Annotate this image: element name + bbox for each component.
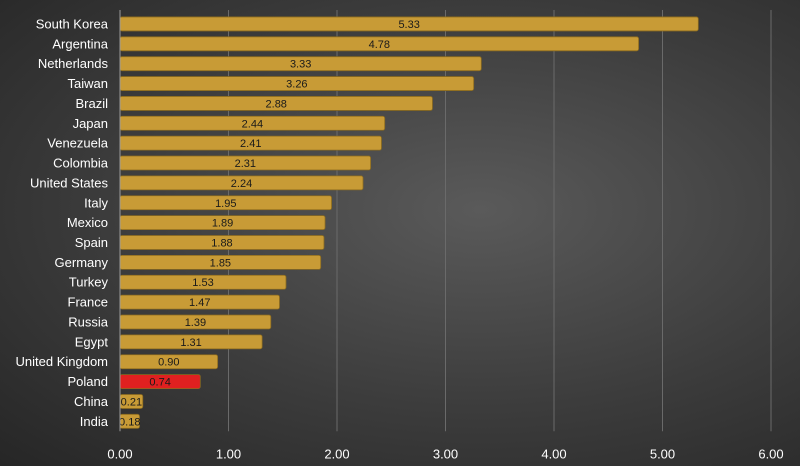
data-label: 0.90 (158, 357, 179, 369)
data-label: 2.41 (240, 138, 261, 150)
category-label: Italy (84, 195, 108, 210)
data-label: 2.24 (231, 178, 252, 190)
data-label: 1.89 (212, 218, 233, 230)
data-label: 1.95 (215, 198, 236, 210)
category-label: Mexico (67, 215, 108, 230)
x-axis-ticks: 0.00 1.00 2.00 3.00 4.00 5.00 6.00 (107, 446, 783, 461)
category-label: Venezuela (47, 136, 108, 151)
category-label: Argentina (52, 36, 108, 51)
category-label: Germany (55, 255, 109, 270)
category-label: Turkey (69, 275, 109, 290)
category-label: South Korea (36, 16, 109, 31)
category-label: United Kingdom (16, 354, 109, 369)
category-label: Spain (75, 235, 108, 250)
x-tick-label: 2.00 (324, 446, 349, 461)
data-label: 1.85 (210, 257, 231, 269)
category-label: United States (30, 175, 109, 190)
category-label: China (74, 394, 109, 409)
x-tick-label: 0.00 (107, 446, 132, 461)
data-label: 1.47 (189, 297, 210, 309)
data-label: 0.74 (149, 377, 170, 389)
data-label: 3.33 (290, 59, 311, 71)
category-label: Netherlands (38, 56, 109, 71)
value-labels: 5.33 4.78 3.33 3.26 2.882.44 2.41 2.31 2.24 1.95… (119, 19, 420, 428)
x-tick-label: 3.00 (433, 446, 458, 461)
data-label: 5.33 (398, 19, 419, 31)
data-label: 3.26 (286, 79, 307, 91)
data-label: 2.31 (235, 158, 256, 170)
data-label: 1.88 (211, 238, 232, 250)
data-label: 4.78 (369, 39, 390, 51)
data-label: 2.44 (242, 118, 263, 130)
category-label: Taiwan (68, 76, 108, 91)
data-label: 1.53 (192, 277, 213, 289)
data-label: 0.18 (119, 416, 140, 428)
x-tick-label: 4.00 (541, 446, 566, 461)
category-label: France (68, 295, 108, 310)
category-label: Brazil (75, 96, 108, 111)
x-tick-label: 5.00 (650, 446, 675, 461)
data-label: 1.39 (185, 317, 206, 329)
category-label: India (80, 414, 109, 429)
data-label: 2.88 (266, 98, 287, 110)
category-label: Colombia (53, 156, 109, 171)
bars (119, 16, 699, 429)
x-tick-label: 6.00 (758, 446, 783, 461)
category-label: Japan (73, 116, 108, 131)
category-label: Russia (68, 314, 109, 329)
category-labels: South Korea Argentina Netherlands Taiwan Bra… (16, 16, 109, 428)
data-label: 1.31 (180, 337, 201, 349)
x-tick-label: 1.00 (216, 446, 241, 461)
category-label: Poland (68, 374, 108, 389)
data-label: 0.21 (121, 396, 142, 408)
category-label: Egypt (75, 334, 109, 349)
